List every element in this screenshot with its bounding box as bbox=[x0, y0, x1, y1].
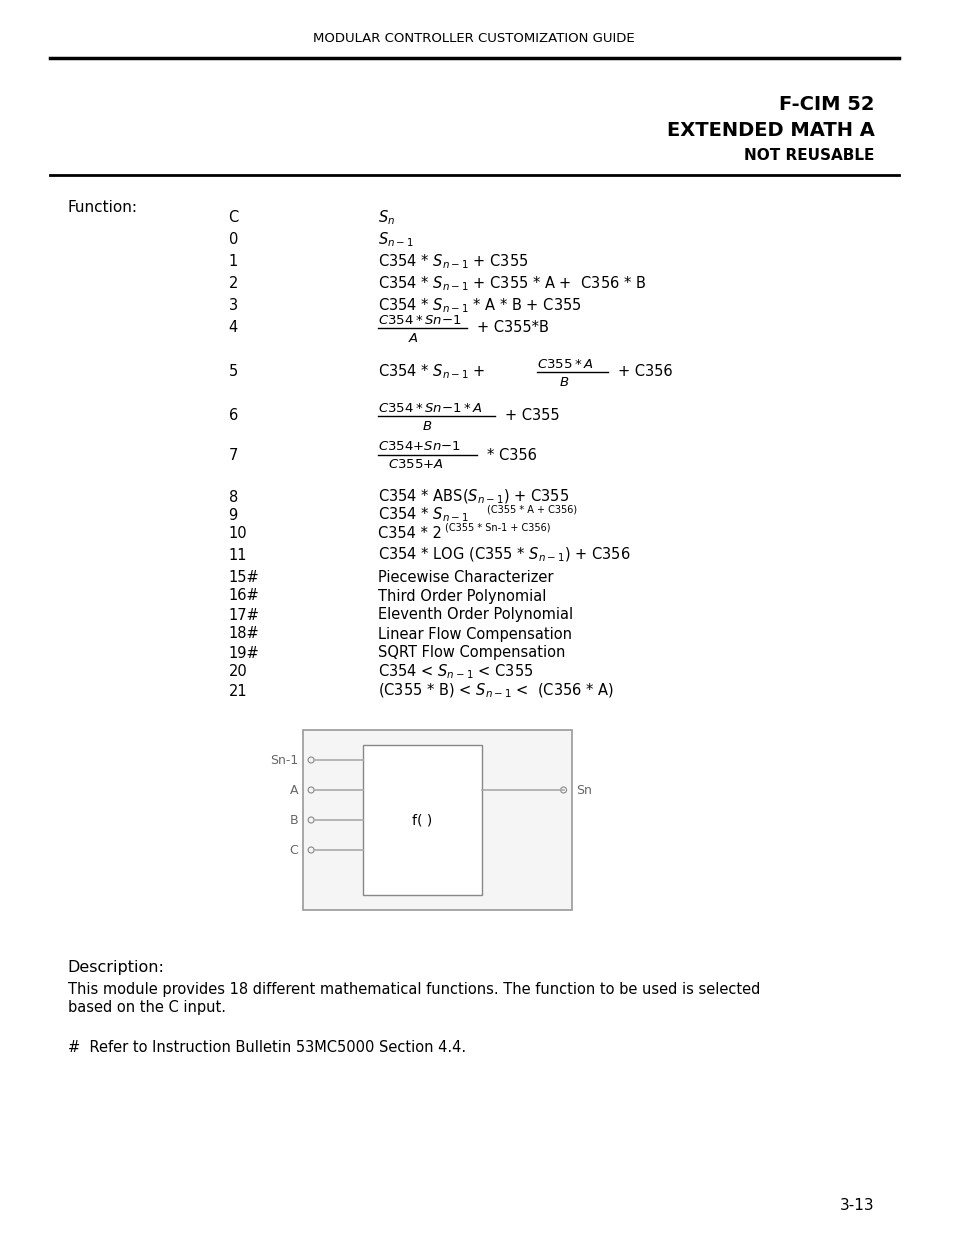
Text: C354 * $S_{n-1}$ + C355 * A +  C356 * B: C354 * $S_{n-1}$ + C355 * A + C356 * B bbox=[377, 274, 645, 294]
Text: 17#: 17# bbox=[229, 608, 259, 622]
Text: (C355 * Sn-1 + C356): (C355 * Sn-1 + C356) bbox=[445, 522, 550, 532]
Text: A: A bbox=[290, 783, 298, 797]
Text: Piecewise Characterizer: Piecewise Characterizer bbox=[377, 569, 553, 584]
Text: MODULAR CONTROLLER CUSTOMIZATION GUIDE: MODULAR CONTROLLER CUSTOMIZATION GUIDE bbox=[313, 32, 635, 44]
Text: $\it{B}$: $\it{B}$ bbox=[422, 420, 433, 432]
Text: $\it{A}$: $\it{A}$ bbox=[407, 331, 418, 345]
Text: $\it{C354{+}Sn{-}1}$: $\it{C354{+}Sn{-}1}$ bbox=[377, 441, 460, 453]
Text: 5: 5 bbox=[229, 364, 237, 379]
Text: C354 * 2: C354 * 2 bbox=[377, 526, 441, 541]
Text: $\it{C354*Sn{-}1*A}$: $\it{C354*Sn{-}1*A}$ bbox=[377, 401, 482, 415]
Text: C354 * ABS($S_{n-1}$) + C355: C354 * ABS($S_{n-1}$) + C355 bbox=[377, 488, 568, 506]
Bar bbox=[362, 745, 481, 895]
Text: Third Order Polynomial: Third Order Polynomial bbox=[377, 589, 545, 604]
Text: + C356: + C356 bbox=[618, 364, 672, 379]
Text: 2: 2 bbox=[229, 277, 237, 291]
Text: Eleventh Order Polynomial: Eleventh Order Polynomial bbox=[377, 608, 572, 622]
Text: 15#: 15# bbox=[229, 569, 259, 584]
Text: $\it{C355{+}A}$: $\it{C355{+}A}$ bbox=[387, 458, 443, 472]
Text: $S_{n-1}$: $S_{n-1}$ bbox=[377, 231, 413, 249]
Text: 11: 11 bbox=[229, 547, 247, 562]
Text: Description:: Description: bbox=[68, 960, 164, 974]
Text: B: B bbox=[290, 814, 298, 826]
Text: This module provides 18 different mathematical functions. The function to be use: This module provides 18 different mathem… bbox=[68, 982, 760, 997]
Text: 3: 3 bbox=[229, 299, 237, 314]
Text: 6: 6 bbox=[229, 409, 237, 424]
Text: SQRT Flow Compensation: SQRT Flow Compensation bbox=[377, 646, 564, 661]
Text: 7: 7 bbox=[229, 447, 237, 462]
Text: 3-13: 3-13 bbox=[840, 1198, 874, 1213]
Text: Sn-1: Sn-1 bbox=[270, 753, 298, 767]
Text: + C355*B: + C355*B bbox=[476, 321, 548, 336]
Text: EXTENDED MATH A: EXTENDED MATH A bbox=[666, 121, 874, 140]
Text: 19#: 19# bbox=[229, 646, 259, 661]
Text: C354 * $S_{n-1}$ + C355: C354 * $S_{n-1}$ + C355 bbox=[377, 253, 528, 272]
Text: 21: 21 bbox=[229, 683, 247, 699]
Text: Linear Flow Compensation: Linear Flow Compensation bbox=[377, 626, 571, 641]
Text: C354 * $S_{n-1}$ * A * B + C355: C354 * $S_{n-1}$ * A * B + C355 bbox=[377, 296, 580, 315]
Text: (C355 * B) < $S_{n-1}$ <  (C356 * A): (C355 * B) < $S_{n-1}$ < (C356 * A) bbox=[377, 682, 613, 700]
Text: Sn: Sn bbox=[576, 783, 592, 797]
Text: $S_n$: $S_n$ bbox=[377, 209, 395, 227]
Text: 1: 1 bbox=[229, 254, 237, 269]
Text: 16#: 16# bbox=[229, 589, 259, 604]
Text: + C355: + C355 bbox=[504, 409, 559, 424]
Text: C354 * $S_{n-1}$: C354 * $S_{n-1}$ bbox=[377, 505, 468, 525]
Bar bbox=[303, 730, 571, 910]
Text: based on the C input.: based on the C input. bbox=[68, 1000, 225, 1015]
Text: Function:: Function: bbox=[68, 200, 137, 215]
Text: 9: 9 bbox=[229, 508, 237, 522]
Text: C: C bbox=[229, 210, 238, 226]
Text: f( ): f( ) bbox=[412, 813, 432, 827]
Text: (C355 * A + C356): (C355 * A + C356) bbox=[487, 504, 577, 514]
Text: * C356: * C356 bbox=[487, 447, 537, 462]
Text: $\it{C355*A}$: $\it{C355*A}$ bbox=[537, 357, 593, 370]
Text: F-CIM 52: F-CIM 52 bbox=[779, 95, 874, 115]
Text: 10: 10 bbox=[229, 526, 247, 541]
Text: C354 * LOG (C355 * $S_{n-1}$) + C356: C354 * LOG (C355 * $S_{n-1}$) + C356 bbox=[377, 546, 630, 564]
Text: 18#: 18# bbox=[229, 626, 259, 641]
Text: $\it{C354*Sn{-}1}$: $\it{C354*Sn{-}1}$ bbox=[377, 314, 460, 326]
Text: $\it{B}$: $\it{B}$ bbox=[558, 375, 568, 389]
Text: NOT REUSABLE: NOT REUSABLE bbox=[743, 147, 874, 163]
Text: C354 * $S_{n-1}$ +: C354 * $S_{n-1}$ + bbox=[377, 363, 484, 382]
Text: 20: 20 bbox=[229, 664, 247, 679]
Text: C: C bbox=[289, 844, 298, 857]
Text: 4: 4 bbox=[229, 321, 237, 336]
Text: 0: 0 bbox=[229, 232, 237, 247]
Text: C354 < $S_{n-1}$ < C355: C354 < $S_{n-1}$ < C355 bbox=[377, 663, 533, 682]
Text: #  Refer to Instruction Bulletin 53MC5000 Section 4.4.: # Refer to Instruction Bulletin 53MC5000… bbox=[68, 1040, 465, 1055]
Text: 8: 8 bbox=[229, 489, 237, 505]
